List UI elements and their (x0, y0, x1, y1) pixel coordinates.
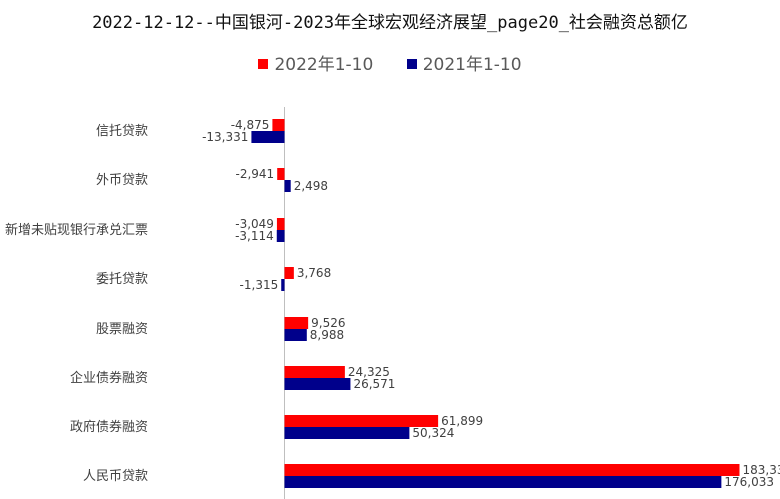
data-label: 8,988 (310, 328, 344, 342)
bar-2021 (281, 279, 285, 291)
bar-2022 (276, 218, 285, 230)
data-label: 24,325 (348, 365, 390, 379)
data-label: 61,899 (441, 414, 483, 428)
bar-2022 (272, 119, 285, 131)
legend-item-2022: 2022年1-10 (258, 50, 373, 75)
legend-label-2021: 2021年1-10 (422, 55, 522, 75)
category-label: 政府债券融资 (70, 419, 148, 435)
bar-2022 (284, 366, 345, 378)
legend-item-2021: 2021年1-10 (406, 50, 522, 75)
bar-2022 (284, 464, 740, 476)
data-label: -13,331 (202, 130, 248, 144)
category-label: 委托贷款 (96, 272, 148, 287)
bar-2022 (277, 168, 285, 180)
category-label: 企业债券融资 (70, 370, 148, 386)
bar-2022 (284, 317, 309, 329)
bar-2021 (284, 427, 410, 439)
data-label: -3,049 (235, 217, 274, 231)
category-label: 新增未贴现银行承兑汇票 (5, 222, 148, 238)
bar-2022 (284, 415, 439, 427)
data-label: -2,941 (236, 167, 275, 181)
data-label: 176,033 (724, 475, 774, 489)
data-label: -1,315 (240, 278, 279, 292)
bar-2021 (284, 378, 351, 390)
bar-2021 (284, 180, 291, 192)
legend-swatch-2022 (258, 59, 269, 69)
bar-2021 (284, 329, 307, 341)
data-label: 2,498 (294, 179, 328, 193)
bar-2021 (276, 230, 285, 242)
legend: 2022年1-10 2021年1-10 (0, 50, 780, 75)
bar-2021 (251, 131, 285, 143)
data-label: 9,526 (311, 316, 345, 330)
bar-2022 (284, 267, 294, 279)
category-label: 信托贷款 (96, 124, 148, 139)
chart-title: 2022-12-12--中国银河-2023年全球宏观经济展望_page20_社会… (92, 13, 688, 33)
bar-2021 (284, 476, 722, 488)
category-label: 股票融资 (96, 322, 148, 337)
data-label: -4,875 (231, 118, 270, 132)
legend-label-2022: 2022年1-10 (274, 55, 374, 75)
category-label: 外币贷款 (96, 173, 148, 188)
data-label: 26,571 (353, 377, 395, 391)
data-label: 3,768 (297, 266, 331, 280)
legend-swatch-2021 (406, 59, 417, 69)
data-label: -3,114 (235, 229, 274, 243)
category-label: 人民币贷款 (83, 469, 148, 484)
data-label: 183,33 (743, 463, 780, 477)
data-label: 50,324 (412, 426, 454, 440)
